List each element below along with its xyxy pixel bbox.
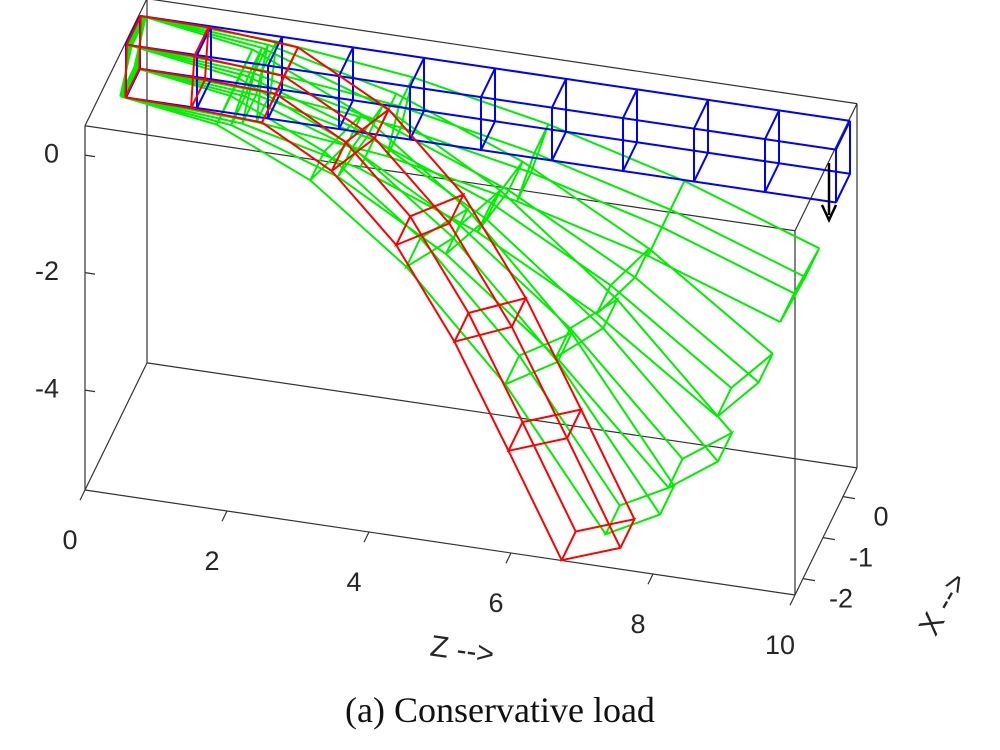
- beam-section: [124, 15, 142, 98]
- z-tick-label: 0: [62, 525, 77, 555]
- x-tick-label: -1: [849, 543, 873, 573]
- beam-edge: [135, 66, 684, 460]
- beam-section: [476, 161, 524, 233]
- beam-edge: [120, 95, 607, 535]
- beam-section: [409, 57, 425, 140]
- beam-section: [330, 108, 390, 172]
- x-axis-label: X -->: [913, 567, 975, 641]
- beam-section: [480, 67, 496, 151]
- beam-section: [241, 44, 269, 125]
- y-tick-label: -2: [35, 256, 59, 286]
- z-axis-label: Z -->: [428, 630, 496, 672]
- beam-section: [261, 46, 299, 123]
- box-edge: [84, 0, 148, 127]
- box-edge: [146, 362, 858, 469]
- beam-edge: [130, 44, 719, 463]
- beam-section: [553, 296, 620, 360]
- beam-section: [394, 192, 466, 247]
- beam-section: [693, 99, 709, 182]
- beam-section: [595, 247, 650, 315]
- x-tick: [802, 578, 816, 582]
- box-edge: [794, 103, 858, 232]
- beam-section: [230, 47, 263, 126]
- beam-edge: [131, 44, 661, 516]
- z-tick-label: 2: [204, 546, 219, 576]
- beam-section: [603, 484, 677, 536]
- z-tick: [647, 573, 654, 585]
- y-tick: [84, 154, 96, 158]
- z-tick: [363, 531, 370, 543]
- beam-section: [190, 26, 210, 109]
- beam-edge: [145, 16, 675, 487]
- beam-section: [215, 48, 254, 126]
- beam-edge: [128, 44, 760, 384]
- beam-section: [506, 408, 583, 453]
- z-tick-label: 8: [630, 609, 645, 639]
- beam-edge: [140, 15, 636, 520]
- beam-section: [764, 109, 780, 193]
- x-tick-label: 0: [873, 502, 888, 532]
- beam-section: [503, 331, 574, 387]
- y-tick: [84, 272, 96, 275]
- y-tick: [84, 389, 96, 393]
- box-edge: [84, 489, 796, 596]
- beam-edge: [134, 66, 621, 507]
- beam-edge: [121, 95, 670, 489]
- y-tick-label: 0: [44, 138, 59, 168]
- beam-section: [403, 206, 470, 270]
- z-tick-label: 6: [488, 588, 503, 618]
- beam-section: [779, 247, 821, 323]
- z-tick: [505, 552, 512, 564]
- z-tick: [221, 510, 228, 522]
- load-arrow-head: [820, 204, 838, 223]
- box-edge: [794, 467, 858, 596]
- beam-edge: [126, 43, 622, 549]
- beam-edge: [144, 15, 733, 434]
- beam-section: [835, 120, 851, 203]
- beam-edge: [142, 15, 774, 355]
- beam-edge: [124, 96, 781, 323]
- x-tick: [842, 496, 856, 500]
- y-tick-label: -4: [35, 373, 59, 403]
- beam-section: [716, 352, 774, 418]
- beam-section: [622, 88, 638, 172]
- beam-section: [452, 296, 528, 344]
- beam-edge: [136, 67, 732, 389]
- box-edge: [84, 362, 148, 491]
- beams: [119, 14, 851, 562]
- beam-section: [551, 78, 567, 161]
- beam-edge: [125, 96, 563, 561]
- beam-section: [267, 36, 283, 119]
- z-tick: [789, 594, 796, 606]
- beam-section: [666, 430, 735, 490]
- beam-section: [309, 113, 363, 182]
- beam-section: [338, 46, 354, 130]
- caption: (a) Conservative load: [345, 690, 655, 730]
- x-tick-label: -2: [829, 584, 853, 614]
- beam-section: [559, 517, 637, 562]
- z-tick: [79, 489, 86, 501]
- z-tick-label: 10: [765, 630, 795, 660]
- box-edge: [152, 0, 858, 105]
- beam-edge: [122, 96, 718, 418]
- x-tick: [822, 537, 836, 541]
- z-tick-label: 4: [346, 567, 361, 597]
- beam-section: [647, 180, 686, 257]
- beam-section: [516, 123, 550, 202]
- beam-section: [196, 25, 212, 109]
- beam-edge: [139, 67, 577, 532]
